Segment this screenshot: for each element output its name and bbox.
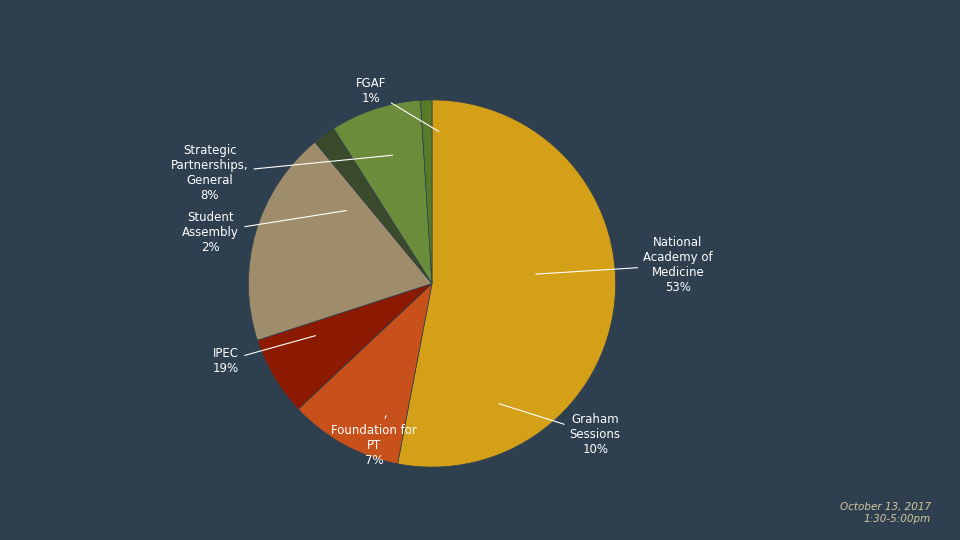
Wedge shape	[249, 142, 432, 340]
Text: October 13, 2017
1:30-5:00pm: October 13, 2017 1:30-5:00pm	[840, 502, 931, 524]
Wedge shape	[334, 100, 432, 284]
Text: Graham
Sessions
10%: Graham Sessions 10%	[499, 404, 621, 456]
Text: Foundation for
PT
7%: Foundation for PT 7%	[331, 416, 417, 467]
Wedge shape	[315, 129, 432, 284]
Text: National
Academy of
Medicine
53%: National Academy of Medicine 53%	[536, 236, 712, 294]
Text: IPEC
19%: IPEC 19%	[213, 336, 316, 375]
Wedge shape	[257, 284, 432, 409]
Wedge shape	[299, 284, 432, 464]
Wedge shape	[397, 100, 615, 467]
Text: Strategic
Partnerships,
General
8%: Strategic Partnerships, General 8%	[171, 144, 393, 202]
Text: Student
Assembly
2%: Student Assembly 2%	[182, 211, 347, 254]
Wedge shape	[420, 100, 432, 284]
Text: FGAF
1%: FGAF 1%	[356, 77, 439, 132]
